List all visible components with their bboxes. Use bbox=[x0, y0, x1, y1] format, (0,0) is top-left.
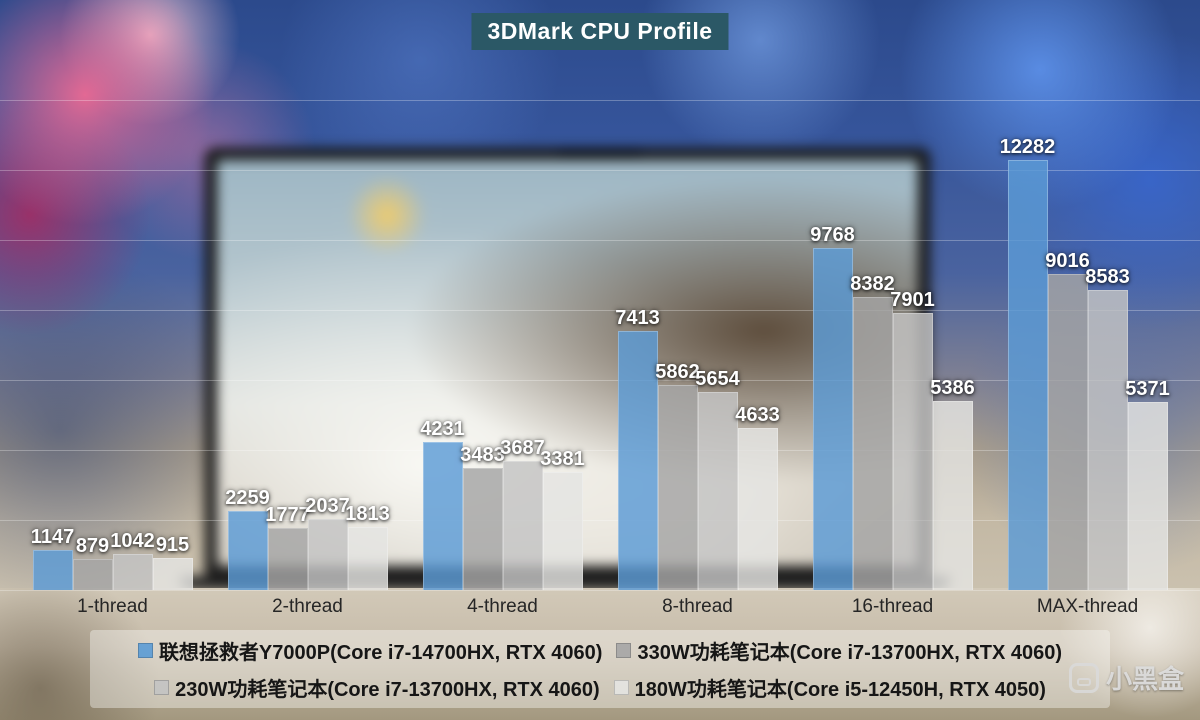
legend-label: 180W功耗笔记本(Core i5-12450H, RTX 4050) bbox=[634, 679, 1046, 701]
legend-swatch bbox=[616, 643, 632, 658]
legend-label: 230W功耗笔记本(Core i7-13700HX, RTX 4060) bbox=[175, 679, 600, 701]
x-axis-label: 16-thread bbox=[851, 596, 934, 617]
laptop-camera-notch bbox=[558, 148, 642, 158]
bar: 5654 bbox=[695, 368, 740, 590]
legend-item: 180W功耗笔记本(Core i5-12450H, RTX 4050) bbox=[613, 673, 1046, 702]
bar: 5386 bbox=[930, 377, 975, 590]
bar-group: 2259 1777 2037 1813 bbox=[210, 487, 405, 590]
bar: 3381 bbox=[540, 448, 585, 590]
bar-value-label: 5654 bbox=[695, 368, 740, 390]
bar: 7901 bbox=[890, 289, 935, 590]
bar-value-label: 7901 bbox=[890, 289, 935, 311]
bar-value-label: 2259 bbox=[225, 487, 270, 509]
bar: 1147 bbox=[31, 526, 74, 590]
watermark: 小黑盒 bbox=[1068, 659, 1184, 696]
bar: 3483 bbox=[460, 444, 505, 590]
legend-row: 230W功耗笔记本(Core i7-13700HX, RTX 4060) 180W… bbox=[90, 669, 1110, 706]
bar-value-label: 879 bbox=[75, 535, 110, 557]
bar-value-label: 4231 bbox=[420, 418, 465, 440]
bar-value-label: 12282 bbox=[999, 136, 1056, 158]
bar: 879 bbox=[72, 535, 113, 590]
legend-item: 联想拯救者Y7000P(Core i7-14700HX, RTX 4060) bbox=[137, 636, 603, 665]
bar: 9016 bbox=[1045, 250, 1090, 590]
bar-value-label: 1777 bbox=[265, 504, 310, 526]
legend-item: 330W功耗笔记本(Core i7-13700HX, RTX 4060) bbox=[616, 636, 1062, 665]
x-axis-labels: 1-thread 2-thread 4-thread 8-thread 16-threa… bbox=[15, 596, 1185, 618]
bar: 5862 bbox=[655, 361, 700, 590]
bar-group: 1147 879 1042 915 bbox=[15, 526, 210, 590]
bar-value-label: 4633 bbox=[735, 404, 780, 426]
legend-swatch bbox=[154, 680, 170, 695]
bar-value-label: 3381 bbox=[540, 448, 585, 470]
bar-value-label: 5862 bbox=[655, 361, 700, 383]
bar: 915 bbox=[152, 534, 193, 590]
bar-value-label: 1042 bbox=[110, 530, 155, 552]
chart-title: 3DMark CPU Profile bbox=[471, 13, 729, 50]
bar-group: 9768 8382 7901 5386 bbox=[795, 224, 990, 590]
bar-value-label: 9016 bbox=[1045, 250, 1090, 272]
bar: 4633 bbox=[735, 404, 780, 590]
bar-group: 7413 5862 5654 4633 bbox=[600, 307, 795, 590]
xiaoheihe-logo-icon bbox=[1068, 662, 1099, 693]
bar: 12282 bbox=[1000, 136, 1055, 590]
legend-row: 联想拯救者Y7000P(Core i7-14700HX, RTX 4060) 33… bbox=[90, 632, 1110, 669]
legend-item: 230W功耗笔记本(Core i7-13700HX, RTX 4060) bbox=[154, 673, 600, 702]
bar: 2037 bbox=[305, 495, 350, 590]
bar-value-label: 5371 bbox=[1125, 378, 1170, 400]
bar: 7413 bbox=[615, 307, 660, 590]
bar-chart-plot: 1147 879 1042 915 2259 1777 2037 1813 4231 3483 36… bbox=[15, 100, 1185, 590]
bar-value-label: 2037 bbox=[305, 495, 350, 517]
x-axis-label: 4-thread bbox=[467, 596, 538, 617]
bar: 1777 bbox=[265, 504, 310, 590]
bar-value-label: 1147 bbox=[30, 526, 75, 548]
bar-value-label: 915 bbox=[155, 534, 190, 556]
bar-value-label: 3483 bbox=[460, 444, 505, 466]
watermark-text: 小黑盒 bbox=[1105, 664, 1184, 694]
bar-value-label: 1813 bbox=[345, 503, 390, 525]
x-axis-label: 2-thread bbox=[272, 596, 343, 617]
chart-legend: 联想拯救者Y7000P(Core i7-14700HX, RTX 4060) 33… bbox=[90, 630, 1110, 708]
bar-value-label: 5386 bbox=[930, 377, 975, 399]
x-axis-label: 1-thread bbox=[77, 596, 148, 617]
bar-value-label: 9768 bbox=[810, 224, 855, 246]
bar-value-label: 8382 bbox=[850, 273, 895, 295]
legend-swatch bbox=[137, 643, 153, 658]
bar-value-label: 3687 bbox=[500, 437, 545, 459]
bar-group: 4231 3483 3687 3381 bbox=[405, 418, 600, 590]
bar: 8583 bbox=[1085, 266, 1130, 590]
bar-value-label: 8583 bbox=[1085, 266, 1130, 288]
bar: 1813 bbox=[345, 503, 390, 590]
bar-group: 12282 9016 8583 5371 bbox=[990, 136, 1185, 590]
bar: 8382 bbox=[850, 273, 895, 590]
x-axis-label: 8-thread bbox=[662, 596, 733, 617]
legend-swatch bbox=[613, 680, 629, 695]
xiaoheihe-logo-inner bbox=[1076, 677, 1091, 686]
chart-gridlines bbox=[0, 100, 1200, 591]
desk-surface bbox=[0, 588, 1200, 720]
bar: 4231 bbox=[420, 418, 465, 590]
legend-label: 330W功耗笔记本(Core i7-13700HX, RTX 4060) bbox=[637, 642, 1063, 664]
bar-value-label: 7413 bbox=[615, 307, 660, 329]
bar: 5371 bbox=[1125, 378, 1170, 590]
bar: 2259 bbox=[225, 487, 270, 590]
bar: 3687 bbox=[500, 437, 545, 590]
bar: 1042 bbox=[110, 530, 155, 590]
legend-label: 联想拯救者Y7000P(Core i7-14700HX, RTX 4060) bbox=[158, 642, 603, 664]
bar: 9768 bbox=[810, 224, 855, 590]
x-axis-label: MAX-thread bbox=[1036, 596, 1139, 617]
